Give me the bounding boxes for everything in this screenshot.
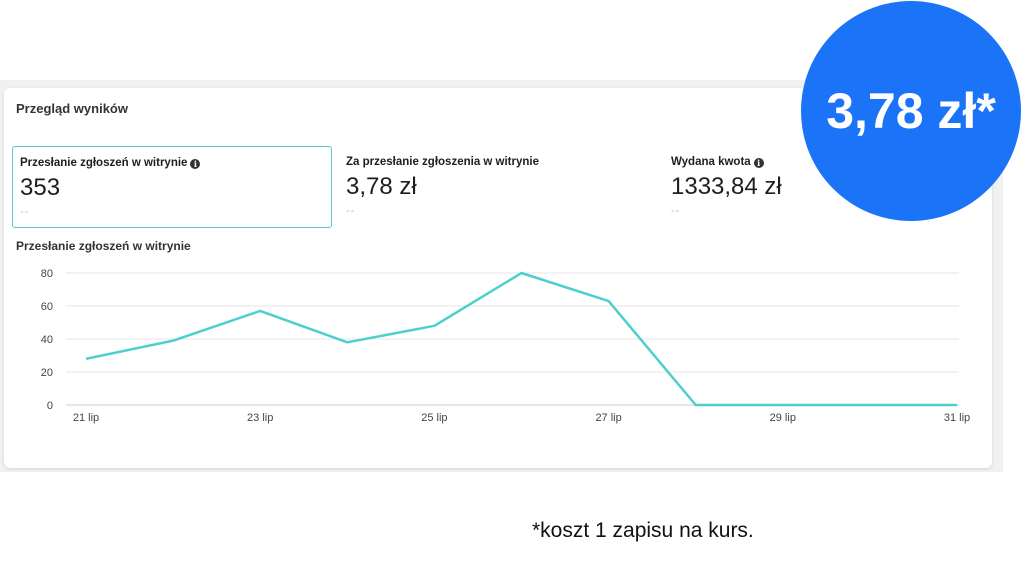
x-tick-label: 29 lip xyxy=(770,412,796,424)
badge-text: 3,78 zł* xyxy=(826,83,996,139)
line-chart: 0 20 40 60 80 21 lip 23 lip 25 lip 27 lip 29 lip 3… xyxy=(41,268,970,424)
footnote: *koszt 1 zapisu na kurs. xyxy=(532,519,754,542)
overview-title: Przegląd wyników xyxy=(16,101,128,116)
x-tick-label: 23 lip xyxy=(247,412,273,424)
y-tick-label: 20 xyxy=(41,367,53,379)
metric-label: Wydana kwota xyxy=(671,156,751,168)
metric-card-amount-spent[interactable]: Wydana kwota i 1333,84 zł -- xyxy=(664,146,982,226)
x-tick-label: 27 lip xyxy=(595,412,621,424)
price-badge: 3,78 zł* xyxy=(801,1,1021,221)
metric-card-cost-per-submission[interactable]: Za przesłanie zgłoszenia w witrynie 3,78… xyxy=(339,146,657,226)
x-tick-label: 21 lip xyxy=(73,412,99,424)
metric-delta: -- xyxy=(20,206,30,218)
metric-value: 353 xyxy=(20,174,61,201)
y-tick-label: 60 xyxy=(41,301,53,313)
info-icon[interactable]: i xyxy=(753,158,764,168)
metric-card-submissions[interactable]: Przesłanie zgłoszeń w witrynie i 353 -- xyxy=(12,146,332,228)
x-tick-label: 25 lip xyxy=(421,412,447,424)
metric-label: Za przesłanie zgłoszenia w witrynie xyxy=(346,156,540,168)
y-tick-label: 80 xyxy=(41,268,53,280)
metric-delta: -- xyxy=(346,205,356,217)
y-tick-label: 40 xyxy=(41,334,53,346)
y-tick-label: 0 xyxy=(47,400,53,412)
metric-delta: -- xyxy=(671,205,681,217)
info-icon[interactable]: i xyxy=(190,159,201,169)
x-tick-label: 31 lip xyxy=(944,412,970,424)
metric-label: Przesłanie zgłoszeń w witrynie xyxy=(20,157,188,169)
chart-title: Przesłanie zgłoszeń w witrynie xyxy=(16,239,191,253)
metric-value: 1333,84 zł xyxy=(671,173,782,200)
metric-value: 3,78 zł xyxy=(346,173,417,200)
